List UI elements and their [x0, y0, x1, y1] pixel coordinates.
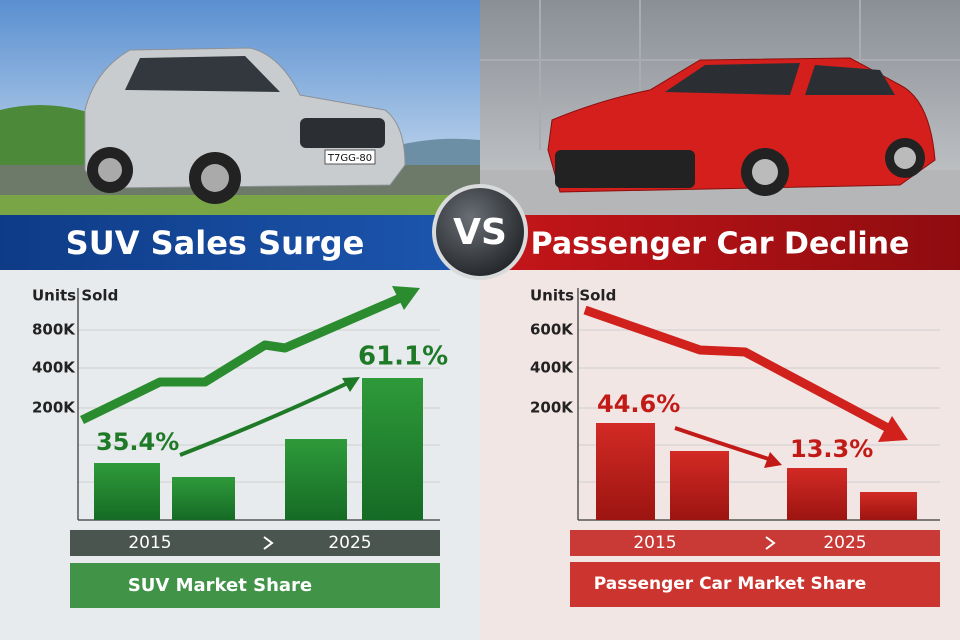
- caption: Passenger Car Market Share: [594, 574, 867, 594]
- year-label: 2025: [823, 533, 866, 553]
- year-label: 2015: [128, 533, 171, 553]
- callout: 35.4%: [96, 428, 179, 456]
- left-chart: Units Sold 800K 400K 200K 35.4% 61.1% 20…: [32, 286, 448, 608]
- axis-label: Units Sold: [32, 287, 118, 305]
- axis-label: Units Sold: [530, 287, 616, 305]
- vs-text: VS: [453, 212, 507, 253]
- year-label: 2025: [328, 533, 371, 553]
- sedan-photo: [480, 0, 960, 215]
- tick-label: 200K: [32, 399, 76, 417]
- tick-label: 400K: [530, 359, 574, 377]
- tick-label: 200K: [530, 399, 574, 417]
- tick-label: 600K: [530, 321, 574, 339]
- callout: 61.1%: [358, 342, 448, 372]
- right-chart: Units Sold 600K 400K 200K 44.6% 13.3% 20…: [530, 287, 940, 607]
- left-banner: [0, 215, 480, 270]
- callout: 44.6%: [597, 390, 680, 418]
- suv-photo: T7GG-80: [0, 0, 480, 215]
- caption: SUV Market Share: [128, 575, 312, 596]
- callout: 13.3%: [790, 435, 873, 463]
- left-title: SUV Sales Surge: [66, 224, 365, 262]
- year-label: 2015: [633, 533, 676, 553]
- right-banner: [480, 215, 960, 270]
- tick-label: 800K: [32, 321, 76, 339]
- tick-label: 400K: [32, 359, 76, 377]
- vs-badge: [432, 184, 528, 280]
- right-title: Passenger Car Decline: [531, 227, 910, 262]
- license-plate: T7GG-80: [327, 153, 372, 164]
